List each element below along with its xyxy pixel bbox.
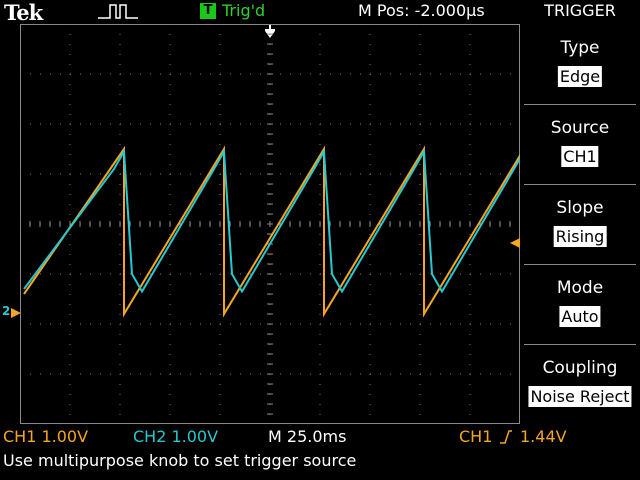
top-status-bar: Tek T Trig'd M Pos: -2.000µs TRIGGER xyxy=(0,0,640,25)
menu-divider xyxy=(524,184,636,185)
pulse-run-icon xyxy=(98,4,138,19)
waveform-traces xyxy=(23,145,520,318)
timebase: M 25.0ms xyxy=(268,427,347,446)
menu-item-slope[interactable]: Slope Rising xyxy=(520,184,640,264)
trigger-level-readout: 1.44V xyxy=(520,427,567,446)
menu-label-slope: Slope xyxy=(556,198,604,218)
menu-label-mode: Mode xyxy=(556,278,604,298)
menu-label-source: Source xyxy=(550,118,610,138)
menu-item-mode[interactable]: Mode Auto xyxy=(520,264,640,344)
trigger-badge: T xyxy=(200,3,216,19)
menu-label-type: Type xyxy=(560,38,600,58)
brand-logo: Tek xyxy=(4,0,43,25)
rising-edge-icon xyxy=(500,430,512,444)
trigger-state: Trig'd xyxy=(222,1,266,20)
graticule-grid xyxy=(20,24,520,424)
menu-value-mode: Auto xyxy=(559,306,601,327)
channel-2-ground-marker: 2 xyxy=(2,304,11,318)
ch1-ground-arrow-icon xyxy=(11,308,21,318)
ch2-scale: CH2 1.00V xyxy=(133,427,219,446)
menu-item-source[interactable]: Source CH1 xyxy=(520,104,640,184)
trigger-level-arrow-icon xyxy=(510,238,520,248)
menu-value-coupling: Noise Reject xyxy=(528,386,632,407)
menu-item-type[interactable]: Type Edge xyxy=(520,24,640,104)
ch1-waveform xyxy=(23,145,520,318)
ch1-scale: CH1 1.00V xyxy=(3,427,89,446)
menu-value-slope: Rising xyxy=(553,226,607,247)
waveform-display[interactable] xyxy=(20,24,520,424)
menu-value-type: Edge xyxy=(557,66,603,87)
trigger-source-readout: CH1 xyxy=(459,427,493,446)
menu-value-source: CH1 xyxy=(561,146,599,167)
menu-label-coupling: Coupling xyxy=(542,358,618,378)
horizontal-position: M Pos: -2.000µs xyxy=(358,1,485,20)
bottom-status-bar: CH1 1.00V CH2 1.00V M 25.0ms CH1 1.44V xyxy=(0,426,640,448)
help-message: Use multipurpose knob to set trigger sou… xyxy=(3,451,357,470)
menu-item-coupling[interactable]: Coupling Noise Reject xyxy=(520,344,640,424)
menu-divider xyxy=(524,344,636,345)
trigger-menu: Type Edge Source CH1 Slope Rising Mode A… xyxy=(520,24,640,424)
menu-divider xyxy=(524,104,636,105)
ch2-waveform xyxy=(23,148,520,294)
menu-title: TRIGGER xyxy=(544,1,616,20)
menu-divider xyxy=(524,264,636,265)
